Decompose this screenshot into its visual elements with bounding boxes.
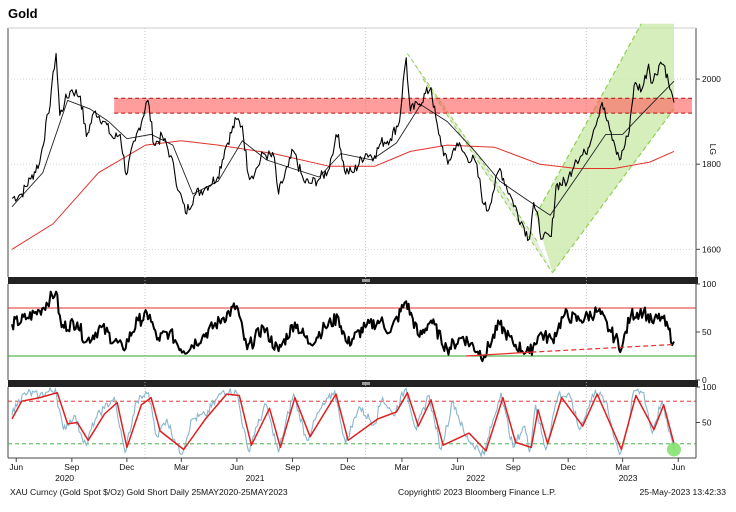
x-axis-month-label: Jun (230, 462, 244, 472)
stochastic-signal-marker (667, 442, 681, 457)
rsi-line (11, 290, 675, 363)
panel-separator-grip (362, 382, 370, 385)
x-axis-year-label: 2020 (55, 473, 74, 483)
uptrend-channel (535, 23, 674, 273)
x-axis-year-label: 2023 (619, 473, 638, 483)
panel-separator (8, 277, 698, 284)
x-axis-month-label: Mar (615, 462, 630, 472)
chart-footer: XAU Curncy (Gold Spot $/Oz) Gold Short D… (10, 487, 726, 501)
downtrend-channel (407, 53, 553, 273)
uptrend-channel-lower (552, 108, 675, 274)
x-axis-month-label: Mar (395, 462, 410, 472)
x-axis-month-label: Dec (119, 462, 135, 472)
downtrend-channel-upper (406, 53, 538, 242)
x-axis-month-label: Sep (285, 462, 300, 472)
uptrend-channel-upper (535, 23, 642, 216)
resistance-band (114, 98, 692, 114)
x-axis-month-label: Jun (9, 462, 23, 472)
stoch-axis-label: 50 (702, 418, 712, 428)
chart-title: Gold (8, 6, 38, 21)
x-axis-year-label: 2022 (466, 473, 485, 483)
stochastic-slow-line (11, 391, 675, 452)
rsi-support-trendline (531, 343, 675, 353)
rsi-axis-label: 0 (702, 375, 707, 385)
footer-source: XAU Curncy (Gold Spot $/Oz) Gold Short D… (10, 487, 288, 497)
footer-timestamp: 25-May-2023 13:42:33 (639, 487, 726, 497)
panel-separator (8, 380, 698, 387)
x-axis-year-label: 2021 (246, 473, 265, 483)
footer-copyright: Copyright© 2023 Bloomberg Finance L.P. (398, 487, 557, 497)
price-line (11, 52, 675, 242)
x-axis-month-label: Dec (340, 462, 356, 472)
price-axis-label: 1600 (702, 244, 721, 254)
x-axis-month-label: Sep (64, 462, 79, 472)
rsi-axis-label: 100 (702, 279, 716, 289)
rsi-support-trendline (465, 351, 532, 357)
x-axis-month-label: Mar (174, 462, 189, 472)
price-axis-label: 2000 (702, 74, 721, 84)
price-axis-label: 1800 (702, 159, 721, 169)
x-axis-month-label: Sep (506, 462, 521, 472)
stoch-axis-label: 100 (702, 382, 716, 392)
rsi-axis-label: 50 (702, 327, 712, 337)
price-axis-glyph: LG (708, 144, 718, 155)
x-axis-month-label: Dec (561, 462, 577, 472)
x-axis-month-label: Jun (451, 462, 465, 472)
x-axis-month-label: Jun (671, 462, 685, 472)
